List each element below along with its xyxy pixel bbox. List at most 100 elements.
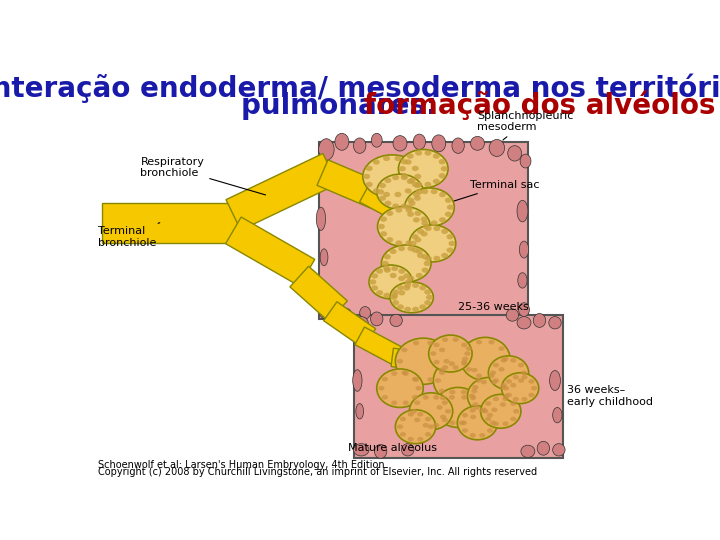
Ellipse shape (413, 192, 420, 197)
Ellipse shape (452, 138, 464, 153)
Ellipse shape (428, 341, 433, 345)
Ellipse shape (510, 417, 516, 421)
Ellipse shape (461, 421, 467, 425)
Ellipse shape (412, 182, 419, 187)
Ellipse shape (397, 359, 403, 363)
Ellipse shape (419, 285, 426, 291)
Ellipse shape (449, 395, 455, 400)
Ellipse shape (481, 394, 521, 428)
Ellipse shape (354, 138, 366, 153)
Ellipse shape (382, 245, 431, 282)
Ellipse shape (493, 396, 499, 401)
Ellipse shape (400, 432, 406, 437)
Ellipse shape (414, 174, 421, 179)
Ellipse shape (424, 150, 431, 156)
Ellipse shape (392, 300, 399, 306)
Ellipse shape (503, 421, 508, 426)
Ellipse shape (446, 247, 454, 253)
Ellipse shape (377, 174, 423, 210)
Ellipse shape (392, 289, 399, 295)
Ellipse shape (417, 412, 423, 416)
Text: Copyright (c) 2008 by Churchill Livingstone, an imprint of Elsevier, Inc. All ri: Copyright (c) 2008 by Churchill Livingst… (98, 467, 537, 477)
Ellipse shape (402, 401, 409, 405)
Ellipse shape (488, 356, 528, 390)
Ellipse shape (369, 279, 377, 285)
Ellipse shape (405, 279, 412, 285)
Ellipse shape (493, 378, 499, 383)
Ellipse shape (398, 268, 405, 274)
Ellipse shape (373, 188, 379, 194)
Ellipse shape (528, 379, 534, 384)
Ellipse shape (412, 166, 419, 171)
Ellipse shape (449, 390, 456, 394)
Ellipse shape (517, 200, 528, 222)
Ellipse shape (489, 139, 505, 157)
Ellipse shape (553, 444, 565, 456)
Ellipse shape (488, 374, 495, 378)
Ellipse shape (438, 159, 446, 164)
Ellipse shape (521, 397, 528, 402)
Ellipse shape (374, 444, 387, 458)
Ellipse shape (457, 406, 498, 440)
Ellipse shape (415, 386, 422, 390)
Ellipse shape (377, 369, 423, 408)
Ellipse shape (414, 400, 420, 405)
Text: 36 weeks–
early childhood: 36 weeks– early childhood (567, 385, 652, 407)
Ellipse shape (461, 360, 467, 365)
Ellipse shape (391, 293, 398, 298)
Text: Terminal
bronchiole: Terminal bronchiole (98, 222, 160, 248)
Ellipse shape (462, 361, 467, 366)
Ellipse shape (316, 207, 325, 231)
Ellipse shape (470, 396, 476, 400)
Ellipse shape (383, 156, 390, 161)
Ellipse shape (447, 205, 454, 210)
Ellipse shape (490, 370, 496, 375)
Ellipse shape (440, 396, 446, 400)
Ellipse shape (518, 378, 524, 383)
Ellipse shape (425, 432, 431, 437)
Ellipse shape (425, 256, 432, 261)
Ellipse shape (432, 135, 446, 152)
Ellipse shape (441, 400, 448, 405)
Ellipse shape (415, 182, 422, 187)
Ellipse shape (503, 394, 509, 398)
Ellipse shape (433, 179, 440, 184)
Ellipse shape (395, 207, 402, 213)
Ellipse shape (553, 408, 562, 423)
Ellipse shape (423, 423, 429, 428)
Ellipse shape (403, 273, 410, 279)
Ellipse shape (439, 370, 445, 375)
Ellipse shape (397, 424, 403, 429)
Ellipse shape (404, 282, 411, 288)
Ellipse shape (472, 402, 478, 407)
Ellipse shape (444, 359, 449, 363)
Ellipse shape (467, 377, 510, 414)
Ellipse shape (438, 389, 445, 393)
Ellipse shape (433, 226, 441, 231)
Ellipse shape (420, 231, 428, 237)
Ellipse shape (534, 314, 546, 327)
Ellipse shape (415, 150, 422, 156)
Ellipse shape (481, 380, 487, 384)
Ellipse shape (360, 307, 371, 319)
Ellipse shape (417, 253, 424, 258)
Ellipse shape (376, 290, 383, 295)
Ellipse shape (462, 428, 468, 433)
Ellipse shape (412, 282, 419, 288)
Ellipse shape (485, 401, 491, 406)
Ellipse shape (518, 273, 527, 288)
Polygon shape (226, 153, 338, 230)
Ellipse shape (391, 401, 397, 405)
Ellipse shape (377, 189, 384, 194)
Ellipse shape (412, 377, 418, 381)
Ellipse shape (446, 234, 454, 239)
Ellipse shape (500, 385, 506, 390)
Ellipse shape (404, 307, 411, 312)
Ellipse shape (412, 247, 418, 253)
Ellipse shape (439, 348, 445, 352)
Ellipse shape (408, 437, 414, 442)
Ellipse shape (414, 417, 420, 422)
Text: pulmonares:: pulmonares: (241, 92, 446, 120)
Ellipse shape (475, 378, 482, 383)
Ellipse shape (371, 312, 383, 326)
